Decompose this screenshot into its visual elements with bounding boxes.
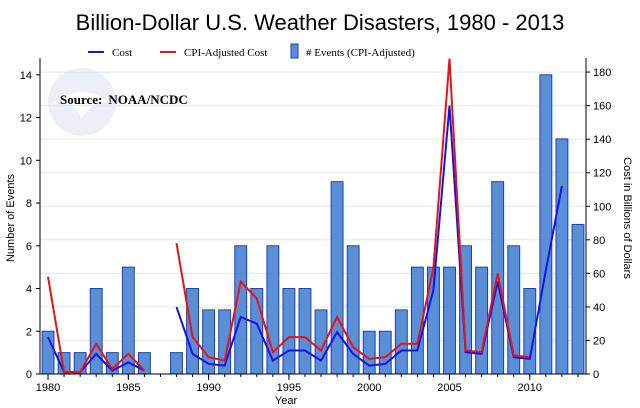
bar-2012: [555, 138, 569, 375]
y-axis-right-label: Cost in Billions of Dollars: [621, 157, 633, 279]
bar-2005: [443, 266, 456, 375]
x-tick-label-1990: 1990: [196, 382, 220, 394]
bar-1986: [137, 352, 151, 375]
noaa-bird-icon: [52, 92, 112, 118]
legend: Cost CPI-Adjusted Cost # Events (CPI-Adj…: [88, 43, 415, 59]
x-tick-label-2005: 2005: [437, 382, 461, 394]
cpi-adjusted-cost-line-segment-1: [175, 58, 530, 362]
y-left-tick-label-5: 10: [20, 155, 32, 167]
bar-1996: [298, 288, 312, 375]
bar-1998: [330, 181, 344, 375]
x-tick-label-1980: 1980: [36, 382, 60, 394]
legend-events-label: # Events (CPI-Adjusted): [306, 47, 415, 59]
bar-2000: [362, 330, 376, 375]
legend-cpi-label: CPI-Adjusted Cost: [184, 47, 267, 59]
y-left-tick-label-0: 0: [26, 369, 32, 381]
legend-cost-label: Cost: [112, 47, 132, 59]
cpi-adjusted-cost-line-segment-0: [47, 276, 146, 374]
y-right-tick-label-2: 40: [593, 302, 605, 314]
y-left-tick-label-1: 2: [26, 326, 32, 338]
x-tick-label-1985: 1985: [116, 382, 140, 394]
bar-2011: [539, 74, 553, 375]
y-left-tick-label-4: 8: [26, 198, 32, 210]
chart-title: Billion-Dollar U.S. Weather Disasters, 1…: [76, 10, 565, 35]
y-left-tick-label-2: 4: [26, 284, 32, 296]
y-right-tick-label-7: 140: [593, 134, 611, 146]
y-right-tick-label-8: 160: [593, 101, 611, 113]
legend-events-swatch: [290, 43, 299, 59]
x-tick-label-2000: 2000: [357, 382, 381, 394]
bar-1988: [170, 352, 183, 375]
y-left-tick-label-7: 14: [20, 70, 32, 82]
noaa-logo: [48, 68, 116, 136]
x-axis-label: Year: [275, 395, 298, 407]
y-right-tick-label-6: 120: [593, 168, 611, 180]
line-series: [47, 58, 563, 374]
bar-1983: [89, 288, 103, 375]
bar-1995: [282, 288, 296, 375]
bar-1994: [266, 245, 280, 375]
y-axis-left-label: Number of Events: [5, 173, 17, 262]
cost-line-segment-1: [175, 105, 563, 367]
source-label: Source: NOAA/NCDC: [60, 92, 188, 107]
bar-2013: [571, 223, 585, 375]
bar-2002: [394, 309, 408, 375]
y-right-tick-label-0: 0: [593, 369, 599, 381]
y-right-tick-label-5: 100: [593, 201, 611, 213]
bar-series: [41, 74, 585, 375]
y-left-tick-label-3: 6: [26, 241, 32, 253]
y-left-tick-label-6: 12: [20, 113, 32, 125]
bar-2007: [475, 266, 489, 375]
bar-1992: [234, 245, 248, 375]
y-right-tick-label-9: 180: [593, 67, 611, 79]
y-right-tick-label-4: 80: [593, 235, 605, 247]
y-right-tick-label-3: 60: [593, 268, 605, 280]
x-tick-label-1995: 1995: [277, 382, 301, 394]
x-tick-label-2010: 2010: [518, 382, 542, 394]
noaa-logo-icon: [48, 68, 116, 136]
y-right-tick-label-1: 20: [593, 335, 605, 347]
